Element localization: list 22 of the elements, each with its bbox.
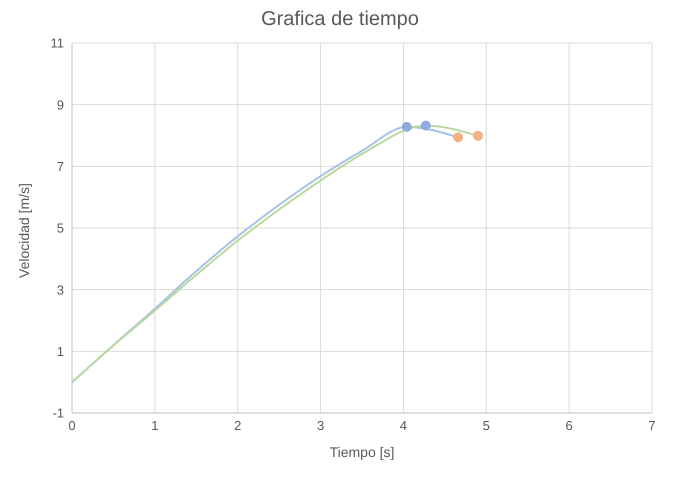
x-tick-label: 7 (648, 418, 656, 434)
x-tick-label: 1 (151, 418, 158, 434)
x-tick-label: 4 (400, 418, 408, 434)
point (402, 122, 412, 132)
y-tick-label: 5 (56, 220, 64, 236)
point (420, 120, 431, 131)
y-tick-label: 1 (56, 344, 64, 359)
point (473, 130, 483, 141)
x-tick-label: 2 (234, 418, 242, 434)
y-tick-label: 11 (50, 36, 64, 51)
y-tick-label: 3 (56, 282, 64, 298)
point (453, 132, 464, 142)
x-tick-label: 6 (566, 418, 573, 434)
x-tick-label: 3 (316, 418, 324, 434)
y-tick-label: -1 (52, 406, 64, 421)
y-tick-label: 9 (56, 97, 64, 112)
x-tick-label: 0 (68, 418, 76, 434)
x-axis-title: Tiempo [s] (330, 444, 394, 460)
x-tick-label: 5 (482, 418, 490, 434)
y-axis-title: Velocidad [m/s] (16, 183, 32, 278)
y-tick-label: 7 (56, 158, 64, 174)
chart-title: Grafica de tiempo (260, 8, 420, 31)
